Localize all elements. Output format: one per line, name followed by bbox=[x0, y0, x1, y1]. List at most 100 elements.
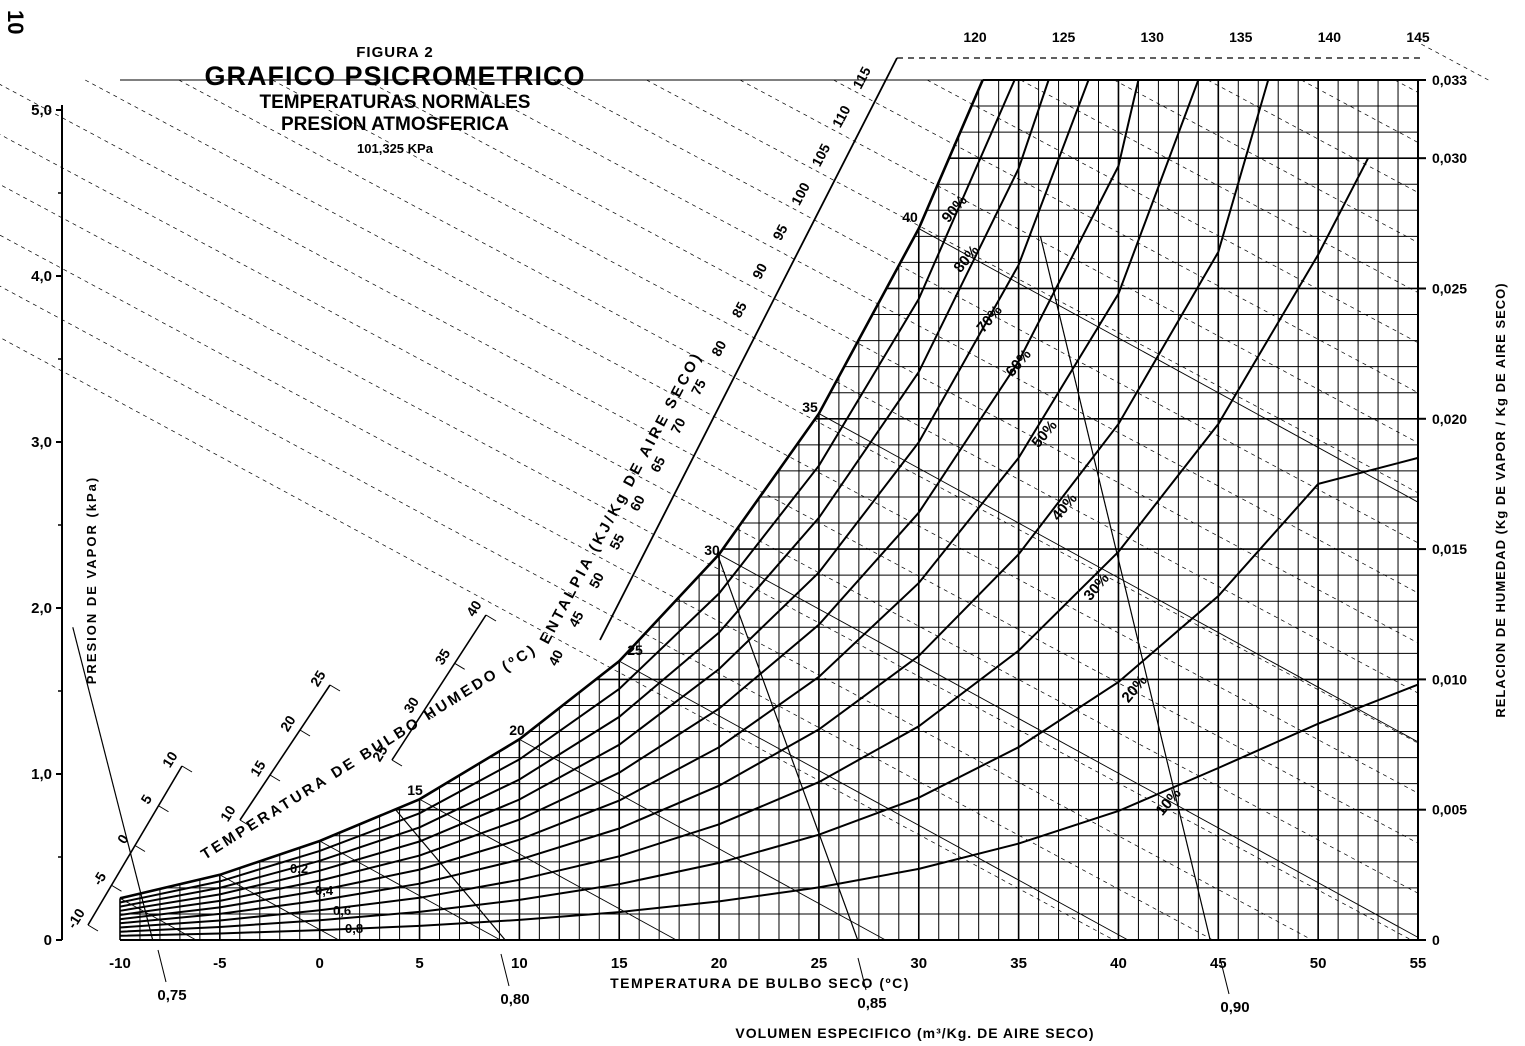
enthalpy-line bbox=[459, 79, 1419, 594]
rh-curve-80 bbox=[119, 79, 1050, 908]
grid bbox=[0, 42, 1489, 941]
axes: 0 1,0 2,0 3,0 4,0 5,0 0 0,005 0,010 0,015 0,020 0,0… bbox=[31, 72, 1467, 972]
enthalpy-scale-title: ENTALPIA (KJ/Kg DE AIRE SECO) bbox=[537, 348, 706, 646]
enthalpy-scale-label: 90 bbox=[749, 260, 771, 281]
left-axis-tick-label: 5,0 bbox=[31, 102, 52, 119]
enthalpy-scale-label: 45 bbox=[565, 608, 587, 629]
x-axis-tick-label: -10 bbox=[109, 955, 131, 972]
chart-subtitle-2: PRESION ATMOSFERICA bbox=[280, 114, 509, 136]
low-scale-label: 0,2 bbox=[290, 861, 308, 876]
enthalpy-scale-label: 80 bbox=[708, 338, 730, 359]
enthalpy-line bbox=[85, 79, 1419, 794]
x-axis-tick-label: 30 bbox=[910, 955, 927, 972]
wet-bulb-line bbox=[918, 228, 1419, 503]
right-axis-tick-label: 0,015 bbox=[1432, 541, 1467, 557]
wet-bulb-scale-tick bbox=[391, 759, 403, 767]
wet-bulb-scale-label: 40 bbox=[463, 597, 485, 619]
rh-curve-70 bbox=[119, 79, 1090, 912]
enthalpy-scale-label: 95 bbox=[769, 222, 791, 243]
x-axis-tick-label: 55 bbox=[1410, 955, 1427, 972]
low-scale-label: 0,6 bbox=[333, 903, 351, 918]
enthalpy-scale-label: 120 bbox=[963, 29, 987, 45]
enthalpy-scale-label: 140 bbox=[1318, 29, 1342, 45]
specific-volume-leader bbox=[857, 957, 867, 991]
specific-volume-tick-label: 0,75 bbox=[157, 987, 186, 1004]
left-axis-tick-label: 2,0 bbox=[31, 600, 52, 617]
enthalpy-line bbox=[0, 134, 1419, 894]
chart-title: GRAFICO PSICROMETRICO bbox=[204, 61, 586, 92]
rh-curve-40 bbox=[119, 79, 1270, 925]
enthalpy-line bbox=[0, 234, 1313, 941]
saturation-temperature-label: 25 bbox=[627, 642, 643, 658]
rh-curve-label: 90% bbox=[938, 192, 970, 226]
wet-bulb-scale-label: -10 bbox=[64, 905, 88, 931]
enthalpy-scale-label: 105 bbox=[808, 141, 833, 169]
left-axis-tick-label: 0 bbox=[44, 932, 52, 949]
left-axis-tick-label: 1,0 bbox=[31, 766, 52, 783]
enthalpy-line bbox=[178, 79, 1419, 744]
wet-bulb-scale-tick bbox=[329, 684, 341, 692]
wet-bulb-scale-tick bbox=[239, 819, 251, 827]
enthalpy-scale-label: 75 bbox=[688, 376, 710, 397]
enthalpy-scale-label: 130 bbox=[1141, 29, 1165, 45]
x-axis-tick-label: 20 bbox=[711, 955, 728, 972]
enthalpy-scale-label: 60 bbox=[626, 492, 648, 513]
wet-bulb-scale-tick bbox=[423, 711, 434, 719]
enthalpy-scale-label: 65 bbox=[647, 454, 669, 475]
enthalpy-scale-label: 110 bbox=[829, 102, 854, 130]
wet-bulb-scale-tick bbox=[111, 884, 122, 892]
enthalpy-scale-label: 135 bbox=[1229, 29, 1253, 45]
wet-bulb-scale-label: 0 bbox=[114, 831, 132, 846]
wet-bulb-line bbox=[818, 413, 1419, 743]
enthalpy-line bbox=[365, 79, 1419, 644]
left-axis-title: PRESION DE VAPOR (kPa) bbox=[84, 476, 99, 684]
left-axis-tick-label: 3,0 bbox=[31, 434, 52, 451]
specific-volume-leader bbox=[1220, 961, 1230, 995]
wet-bulb-scale-label: -5 bbox=[89, 869, 109, 888]
enthalpy-scale-label: 145 bbox=[1406, 29, 1430, 45]
low-scale-label: 0,4 bbox=[315, 883, 334, 898]
saturation-temperature-label: 20 bbox=[509, 722, 525, 738]
rh-curve-label: 60% bbox=[1002, 346, 1034, 380]
right-axis-title: RELACION DE HUMEDAD (Kg DE VAPOR / Kg DE… bbox=[1493, 282, 1508, 717]
right-axis-tick-label: 0,030 bbox=[1432, 150, 1467, 166]
wet-bulb-scale-label: 25 bbox=[307, 667, 329, 689]
specific-volume-title: VOLUMEN ESPECIFICO (m³/Kg. DE AIRE SECO) bbox=[735, 1025, 1094, 1041]
enthalpy-scale-label: 70 bbox=[667, 415, 689, 436]
specific-volume-line bbox=[1039, 236, 1211, 941]
left-axis-tick-label: 4,0 bbox=[31, 268, 52, 285]
wet-bulb-scale-tick bbox=[134, 845, 146, 852]
wet-bulb-scale-tick bbox=[87, 924, 99, 932]
rh-curve-50 bbox=[119, 79, 1200, 921]
x-axis-tick-label: 40 bbox=[1110, 955, 1127, 972]
enthalpy-line bbox=[1114, 79, 1419, 243]
rh-curve-20 bbox=[119, 456, 1419, 933]
rh-curve-label: 40% bbox=[1048, 490, 1080, 524]
wet-bulb-scale-tick bbox=[158, 805, 169, 813]
wet-bulb-line bbox=[619, 660, 1129, 941]
x-axis-tick-label: -5 bbox=[213, 955, 226, 972]
enthalpy-line bbox=[646, 79, 1419, 494]
rh-curve-10 bbox=[119, 683, 1419, 937]
x-axis-tick-label: 10 bbox=[511, 955, 528, 972]
wet-bulb-scale-label: 30 bbox=[400, 694, 422, 716]
specific-volume-leader bbox=[157, 949, 167, 983]
specific-volume-line bbox=[72, 627, 154, 941]
enthalpy-scale-ruler bbox=[599, 57, 898, 641]
relative-humidity-curves bbox=[119, 79, 1419, 937]
right-axis-tick-label: 0,020 bbox=[1432, 411, 1467, 427]
x-axis-tick-label: 45 bbox=[1210, 955, 1227, 972]
right-axis-tick-label: 0 bbox=[1432, 932, 1440, 948]
saturation-temperature-label: 15 bbox=[407, 782, 423, 798]
saturation-temperature-label: 30 bbox=[704, 542, 720, 558]
saturation-temperature-label: 35 bbox=[802, 399, 818, 415]
enthalpy-line bbox=[739, 79, 1419, 444]
wet-bulb-scale-label: 20 bbox=[277, 712, 299, 734]
rh-curve-label: 80% bbox=[950, 242, 982, 276]
enthalpy-scale-label: 40 bbox=[545, 647, 567, 668]
enthalpy-scale-label: 55 bbox=[606, 531, 628, 552]
wet-bulb-scale-label: 5 bbox=[137, 791, 155, 806]
x-axis-tick-label: 0 bbox=[316, 955, 324, 972]
enthalpy-line bbox=[833, 79, 1419, 394]
